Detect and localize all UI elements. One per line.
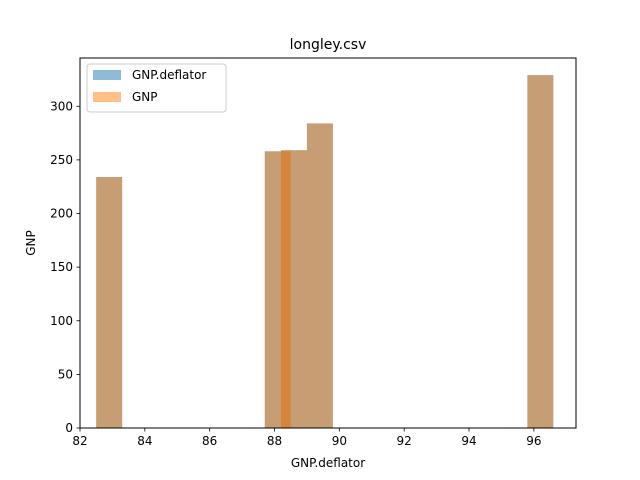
x-axis: 82 84 86 88 90 92 94 96: [72, 428, 541, 448]
bar-gnp-4: [527, 75, 554, 428]
legend-swatch: [93, 92, 121, 102]
legend-label: GNP: [132, 90, 158, 104]
legend: GNP.deflator GNP: [86, 63, 227, 113]
y-tick-label: 250: [50, 153, 73, 167]
chart-title: longley.csv: [290, 37, 367, 53]
y-tick-label: 300: [50, 99, 73, 113]
x-tick-label: 88: [267, 434, 282, 448]
x-tick-label: 82: [72, 434, 87, 448]
y-tick-label: 50: [58, 367, 73, 381]
legend-swatch: [93, 70, 121, 80]
y-tick-label: 0: [65, 421, 73, 435]
y-axis-label: GNP: [24, 230, 38, 256]
x-tick-label: 94: [461, 434, 476, 448]
y-axis: 0 50 100 150 200 250 300: [50, 99, 80, 435]
legend-frame: [86, 63, 227, 113]
bar-gnp-0: [96, 177, 123, 428]
bar-gnp-3: [306, 123, 333, 428]
x-tick-label: 86: [202, 434, 217, 448]
x-tick-label: 92: [397, 434, 412, 448]
x-tick-label: 90: [332, 434, 347, 448]
bar-gnp-2: [280, 150, 307, 429]
y-tick-label: 100: [50, 314, 73, 328]
legend-label: GNP.deflator: [132, 68, 206, 82]
y-tick-label: 200: [50, 207, 73, 221]
y-tick-label: 150: [50, 260, 73, 274]
x-tick-label: 84: [137, 434, 152, 448]
plot-frame: [79, 57, 577, 429]
x-axis-label: GNP.deflator: [291, 456, 365, 470]
bars-layer: [96, 75, 554, 429]
x-tick-label: 96: [526, 434, 541, 448]
